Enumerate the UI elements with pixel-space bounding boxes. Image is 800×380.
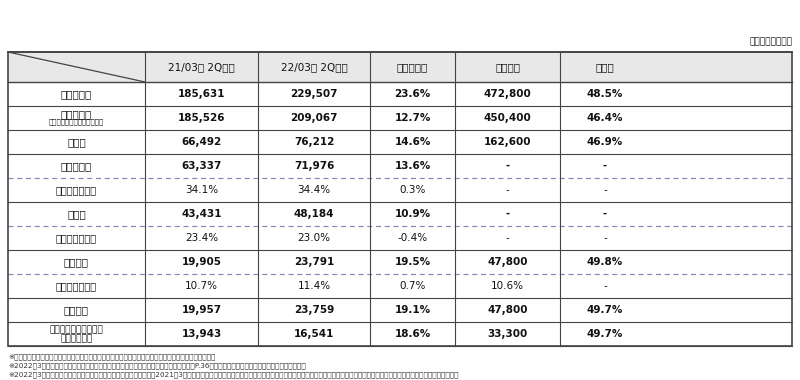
Text: 売上高: 売上高 (67, 137, 86, 147)
Text: 48.5%: 48.5% (587, 89, 623, 99)
Text: -: - (506, 233, 510, 243)
Text: 商品取扱高: 商品取扱高 (61, 109, 92, 119)
Text: 185,631: 185,631 (178, 89, 226, 99)
Text: ※2022年3月期より事業区分を変更して商品取扱高・売上高を開示しております。詳細はP.36「事業区分の変更について」をご参照ください。: ※2022年3月期より事業区分を変更して商品取扱高・売上高を開示しております。詳… (8, 362, 306, 369)
Text: 34.4%: 34.4% (298, 185, 330, 195)
Text: 23,791: 23,791 (294, 257, 334, 267)
Text: 10.9%: 10.9% (394, 209, 430, 219)
Text: 営業利益: 営業利益 (64, 257, 89, 267)
Text: -: - (603, 233, 607, 243)
Text: 12.7%: 12.7% (394, 113, 430, 123)
Text: -: - (506, 185, 510, 195)
Text: 43,431: 43,431 (182, 209, 222, 219)
Text: 49.8%: 49.8% (587, 257, 623, 267)
Text: 四半期純利益: 四半期純利益 (60, 334, 93, 343)
Text: 19.5%: 19.5% (394, 257, 430, 267)
Text: 販管費: 販管費 (67, 209, 86, 219)
Text: 対商品取扱高比: 対商品取扱高比 (56, 185, 97, 195)
Text: -: - (506, 209, 510, 219)
Text: 0.3%: 0.3% (399, 185, 426, 195)
Text: 66,492: 66,492 (182, 137, 222, 147)
Text: 19,905: 19,905 (182, 257, 222, 267)
Text: 47,800: 47,800 (487, 305, 528, 315)
Text: 71,976: 71,976 (294, 161, 334, 171)
Text: 親会社株主に帰属する: 親会社株主に帰属する (50, 325, 103, 334)
Text: 14.6%: 14.6% (394, 137, 430, 147)
Text: 209,067: 209,067 (290, 113, 338, 123)
Text: 達成率: 達成率 (596, 62, 614, 72)
Text: 23.0%: 23.0% (298, 233, 330, 243)
Text: 162,600: 162,600 (484, 137, 531, 147)
Text: ※2022年3月期より収益認識に関する会計基準を適用しております。2021年3月期までは販売費及び一般管理費に計上しておりましたポイント関連費を各事業の売上から: ※2022年3月期より収益認識に関する会計基準を適用しております。2021年3月… (8, 371, 458, 378)
Text: 10.6%: 10.6% (491, 281, 524, 291)
Text: 76,212: 76,212 (294, 137, 334, 147)
Text: 49.7%: 49.7% (587, 305, 623, 315)
Text: 売上総利益: 売上総利益 (61, 161, 92, 171)
Text: 49.7%: 49.7% (587, 329, 623, 339)
Text: 21/03期 2Q実績: 21/03期 2Q実績 (168, 62, 235, 72)
Bar (8, 52, 792, 346)
Text: 33,300: 33,300 (487, 329, 528, 339)
Text: 19,957: 19,957 (182, 305, 222, 315)
Text: 対商品取扱高比: 対商品取扱高比 (56, 233, 97, 243)
Bar (8, 52, 792, 82)
Text: 47,800: 47,800 (487, 257, 528, 267)
Text: 23.6%: 23.6% (394, 89, 430, 99)
Text: 450,400: 450,400 (484, 113, 531, 123)
Text: -: - (603, 185, 607, 195)
Text: -: - (603, 161, 607, 171)
Text: 期初計画: 期初計画 (495, 62, 520, 72)
Text: 13,943: 13,943 (182, 329, 222, 339)
Text: 185,526: 185,526 (178, 113, 226, 123)
Text: 0.7%: 0.7% (399, 281, 426, 291)
Text: 経常利益: 経常利益 (64, 305, 89, 315)
Text: 10.7%: 10.7% (185, 281, 218, 291)
Text: （その他商品取扱高を除く）: （その他商品取扱高を除く） (49, 119, 104, 125)
Text: -: - (603, 209, 607, 219)
Text: 23.4%: 23.4% (185, 233, 218, 243)
Text: 前年同期比: 前年同期比 (397, 62, 428, 72)
Text: 48,184: 48,184 (294, 209, 334, 219)
Text: 16,541: 16,541 (294, 329, 334, 339)
Text: 472,800: 472,800 (484, 89, 531, 99)
Text: 46.4%: 46.4% (586, 113, 623, 123)
Text: （単位：百万円）: （単位：百万円） (749, 37, 792, 46)
Bar (8, 52, 792, 346)
Text: 229,507: 229,507 (290, 89, 338, 99)
Text: 18.6%: 18.6% (394, 329, 430, 339)
Text: 22/03期 2Q実績: 22/03期 2Q実績 (281, 62, 347, 72)
Text: -0.4%: -0.4% (398, 233, 427, 243)
Text: 23,759: 23,759 (294, 305, 334, 315)
Text: -: - (506, 161, 510, 171)
Text: 34.1%: 34.1% (185, 185, 218, 195)
Text: 63,337: 63,337 (182, 161, 222, 171)
Text: ※対商品取扱高比は各指標を商品取扱高（その他商品取扱高を除く）で除した結果を記載しております。: ※対商品取扱高比は各指標を商品取扱高（その他商品取扱高を除く）で除した結果を記載… (8, 353, 215, 359)
Text: -: - (603, 281, 607, 291)
Text: 46.9%: 46.9% (587, 137, 623, 147)
Text: 商品取扱高: 商品取扱高 (61, 89, 92, 99)
Text: 11.4%: 11.4% (298, 281, 330, 291)
Text: 13.6%: 13.6% (394, 161, 430, 171)
Text: 対商品取扱高比: 対商品取扱高比 (56, 281, 97, 291)
Text: 19.1%: 19.1% (394, 305, 430, 315)
